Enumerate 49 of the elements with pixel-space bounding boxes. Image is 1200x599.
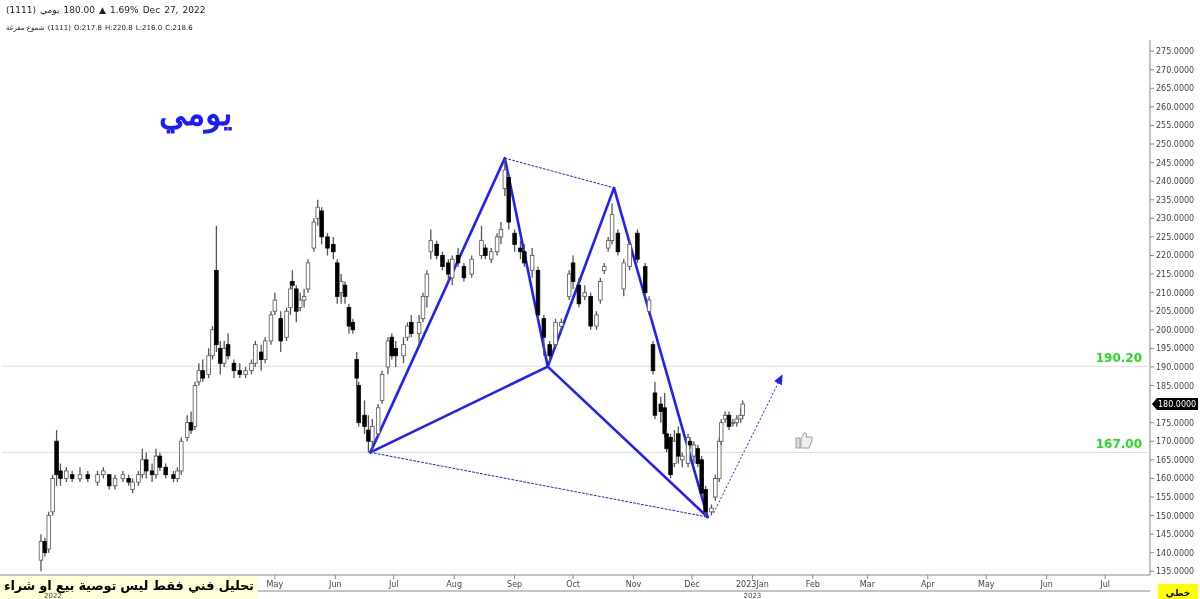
y-tick-label: 205.0000 [1156, 307, 1195, 317]
x-tick-label: Jul [387, 580, 399, 589]
y-tick-label: 270.0000 [1156, 65, 1195, 75]
y-tick-label: 235.0000 [1156, 195, 1195, 205]
y-tick-label: 250.0000 [1156, 140, 1195, 150]
y-tick-label: 155.0000 [1156, 492, 1195, 502]
x-tick-label: Jul [1099, 580, 1110, 589]
text: خطي [1165, 588, 1191, 598]
y-tick-label: 260.0000 [1156, 102, 1195, 112]
y-tick-label: 255.0000 [1156, 121, 1195, 131]
y-tick-label: 170.0000 [1156, 437, 1195, 447]
y-tick-label: 185.0000 [1156, 381, 1195, 391]
x-tick-label: May [266, 580, 284, 589]
x-tick-label: Mar [859, 580, 876, 589]
text: 180.0000 [1158, 400, 1197, 410]
y-tick-label: 140.0000 [1156, 548, 1195, 558]
x-tick-label: Nov [625, 580, 642, 589]
y-tick-label: 230.0000 [1156, 214, 1195, 224]
x-tick-label: Aug [446, 580, 462, 589]
y-tick-label: 265.0000 [1156, 84, 1195, 94]
x-tick-label: Dec [684, 580, 700, 589]
y-tick-label: 225.0000 [1156, 232, 1195, 242]
y-tick-label: 220.0000 [1156, 251, 1195, 261]
x-tick-label: Apr [920, 580, 936, 589]
y-tick-label: 145.0000 [1156, 530, 1195, 540]
y-tick-label: 200.0000 [1156, 325, 1195, 335]
x-tick-label: Jun [328, 580, 342, 589]
y-tick-label: 150.0000 [1156, 511, 1195, 521]
ref-line-label: 190.20 [1095, 351, 1142, 366]
y-tick-label: 215.0000 [1156, 270, 1195, 280]
y-tick-label: 195.0000 [1156, 344, 1195, 354]
y-tick-label: 210.0000 [1156, 288, 1195, 298]
y-tick-label: 240.0000 [1156, 177, 1195, 187]
x-tick-label: Sep [507, 580, 523, 589]
y-tick-label: 245.0000 [1156, 158, 1195, 168]
text: تحليل فني فقط ليس توصية بيع او شراء [4, 578, 254, 593]
y-tick-label: 165.0000 [1156, 455, 1195, 465]
x-tick-label: 2023Jan [736, 580, 769, 589]
y-tick-label: 275.0000 [1156, 47, 1195, 57]
x-tick-label: May [978, 580, 995, 589]
y-tick-label: 175.0000 [1156, 418, 1195, 428]
y-tick-label: 160.0000 [1156, 474, 1195, 484]
y-tick-label: 135.0000 [1156, 567, 1195, 577]
ref-line-label: 167.00 [1095, 437, 1142, 452]
x-tick-label: Feb [805, 580, 820, 589]
text: يومي [158, 93, 232, 134]
x-tick-label: Oct [566, 580, 580, 589]
y-tick-label: 190.0000 [1156, 362, 1195, 372]
x-tick-label: Jun [1039, 580, 1053, 589]
